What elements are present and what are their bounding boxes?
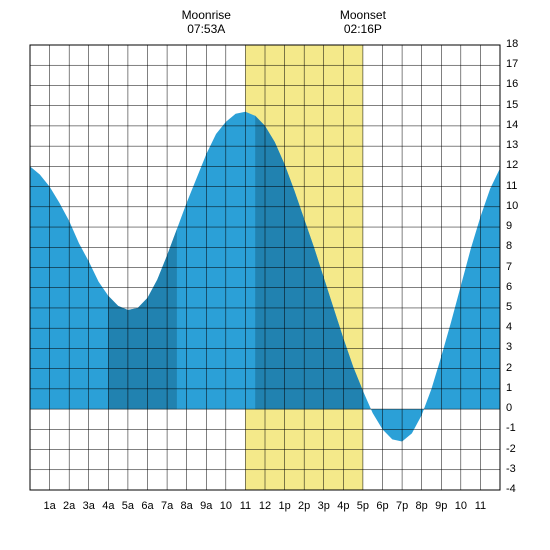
y-tick-label: 5 [506,301,512,313]
x-tick-label: 9a [196,500,216,512]
y-tick-label: 7 [506,261,512,273]
x-tick-label: 11 [470,500,490,512]
x-tick-label: 4a [98,500,118,512]
x-tick-label: 11 [235,500,255,512]
x-tick-label: 1p [275,500,295,512]
y-tick-label: 11 [506,180,517,192]
x-tick-label: 3p [314,500,334,512]
y-tick-label: -4 [506,483,516,495]
x-tick-label: 4p [333,500,353,512]
x-tick-label: 6a [138,500,158,512]
x-tick-label: 8p [412,500,432,512]
y-tick-label: 2 [506,362,512,374]
x-tick-label: 5p [353,500,373,512]
y-tick-label: 6 [506,281,512,293]
x-tick-label: 9p [431,500,451,512]
moonset-annotation: Moonset 02:16P [333,8,393,37]
moonset-time: 02:16P [333,22,393,36]
x-tick-label: 2a [59,500,79,512]
x-tick-label: 10 [216,500,236,512]
y-tick-label: 1 [506,382,512,394]
x-tick-label: 12 [255,500,275,512]
y-tick-label: 15 [506,99,518,111]
x-tick-label: 7a [157,500,177,512]
x-tick-label: 5a [118,500,138,512]
y-tick-label: 0 [506,402,512,414]
y-tick-label: 4 [506,321,512,333]
y-tick-label: 3 [506,341,512,353]
x-tick-label: 10 [451,500,471,512]
x-tick-label: 8a [177,500,197,512]
moonset-title: Moonset [333,8,393,22]
y-tick-label: 8 [506,240,512,252]
y-tick-label: 18 [506,38,518,50]
y-tick-label: 17 [506,58,518,70]
y-tick-label: 14 [506,119,518,131]
y-tick-label: -3 [506,463,516,475]
y-tick-label: -2 [506,443,516,455]
y-tick-label: 9 [506,220,512,232]
moonrise-annotation: Moonrise 07:53A [176,8,236,37]
moonrise-title: Moonrise [176,8,236,22]
y-tick-label: 16 [506,78,518,90]
y-tick-label: 10 [506,200,518,212]
x-tick-label: 1a [40,500,60,512]
tide-chart: Moonrise 07:53A Moonset 02:16P -4 -3 -2 -1 0… [0,0,550,550]
chart-svg [0,0,550,550]
y-tick-label: 13 [506,139,518,151]
x-tick-label: 7p [392,500,412,512]
moonrise-time: 07:53A [176,22,236,36]
x-tick-label: 3a [79,500,99,512]
y-tick-label: 12 [506,159,518,171]
y-tick-label: -1 [506,422,516,434]
x-tick-label: 2p [294,500,314,512]
x-tick-label: 6p [373,500,393,512]
